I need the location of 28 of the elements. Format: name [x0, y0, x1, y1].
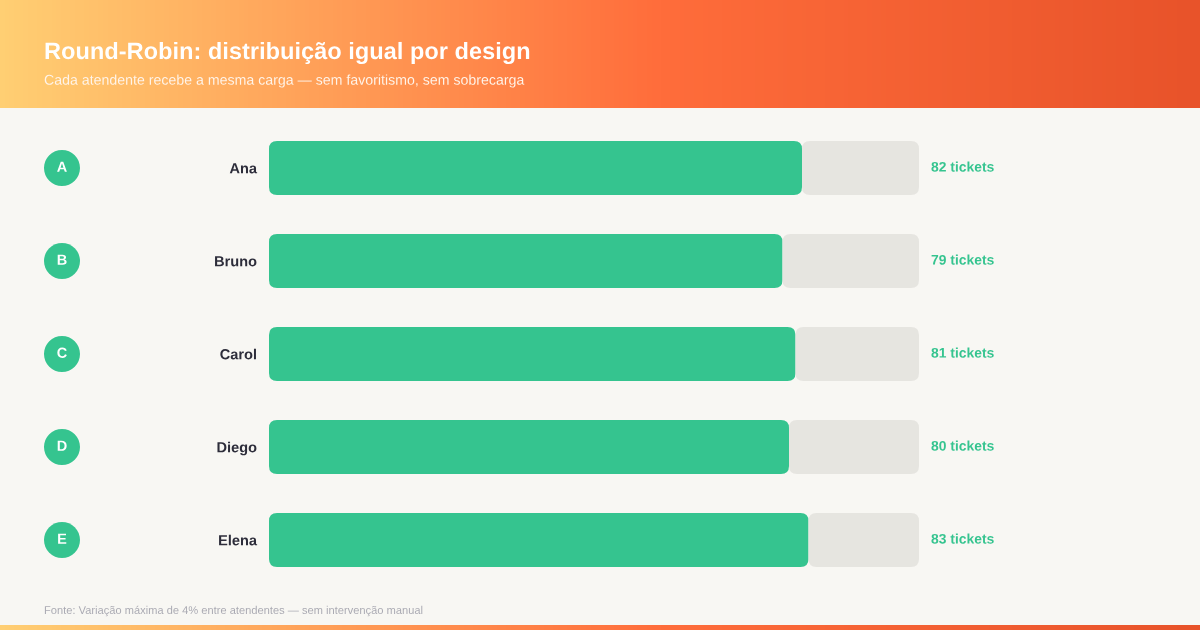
bar — [802, 141, 919, 195]
y-tick-label: Elena — [219, 534, 258, 546]
bar — [808, 513, 919, 567]
text: D — [57, 440, 67, 451]
data-label: 80 tickets — [931, 440, 994, 451]
data-label: 83 tickets — [931, 533, 994, 544]
y-tick-label: Ana — [229, 163, 258, 174]
text: E — [58, 533, 67, 544]
y-tick-label: Bruno — [215, 256, 257, 267]
bar — [782, 234, 919, 288]
text: A — [57, 161, 67, 172]
text: C — [57, 347, 67, 358]
bar — [269, 234, 783, 288]
bar — [269, 141, 802, 195]
chart-subtitle: Cada atendente recebe a mesma carga — sem favoritismo, sem sobrecarga — [44, 74, 525, 88]
bar — [789, 420, 919, 474]
bar — [269, 420, 789, 474]
data-label: 79 tickets — [931, 254, 994, 265]
y-tick-label: Carol — [220, 348, 256, 360]
y-tick-label: Diego — [217, 441, 257, 456]
bar — [795, 327, 919, 381]
source-note: Fonte: Variação máxima de 4% entre atendentes — sem intervenção manual — [44, 605, 423, 617]
bar — [269, 327, 796, 381]
chart-title: Round-Robin: distribuição igual por design — [45, 41, 530, 65]
text: B — [57, 254, 67, 265]
bar — [269, 513, 809, 567]
data-label: 81 tickets — [931, 347, 994, 358]
data-label: 82 tickets — [931, 161, 994, 172]
